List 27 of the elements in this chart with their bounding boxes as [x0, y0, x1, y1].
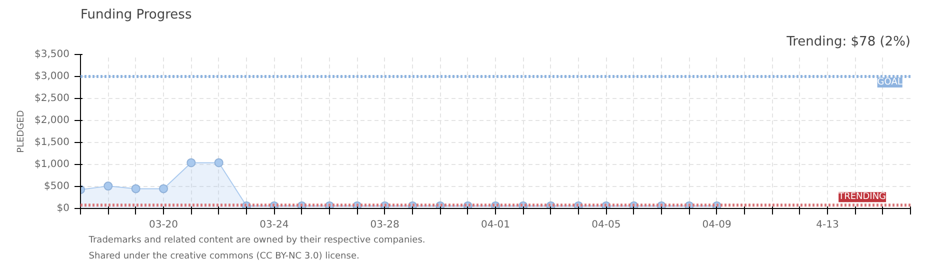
x-tick-label: 04-01 [480, 220, 510, 230]
point [104, 182, 113, 191]
y-tick-label: $2,500 [34, 93, 70, 104]
x-tick-label: 4-13 [816, 220, 839, 230]
y-tick-label: $0 [56, 203, 70, 214]
text: Shared under the creative commons (CC BY-NC 3.0) license. [88, 252, 360, 262]
x-tick-label: 03-24 [260, 220, 289, 230]
ref-line-label: GOAL [877, 78, 902, 88]
ref-line-label: TRENDING [838, 192, 886, 202]
point [159, 184, 168, 194]
y-tick-label: $1,500 [34, 137, 70, 148]
x-tick-label: 04-09 [702, 220, 732, 230]
text: Trademarks and related content are owned by their respective companies. [88, 236, 426, 246]
chart-title: Funding Progress [80, 8, 192, 22]
point [186, 158, 196, 168]
x-tick-label: 04-05 [592, 220, 621, 230]
point [214, 158, 224, 168]
y-tick-label: $2,000 [34, 115, 70, 126]
y-tick-label: $3,000 [34, 71, 70, 82]
x-tick-label: 03-28 [370, 220, 400, 230]
x-tick-label: 03-20 [148, 220, 178, 230]
point [131, 184, 140, 194]
text: Trending: $78 (2%) [786, 34, 910, 50]
y-axis-title: PLEDGED [16, 110, 27, 153]
y-tick-label: $3,500 [34, 49, 70, 60]
y-tick-label: $500 [44, 181, 70, 192]
y-tick-label: $1,000 [34, 159, 70, 170]
